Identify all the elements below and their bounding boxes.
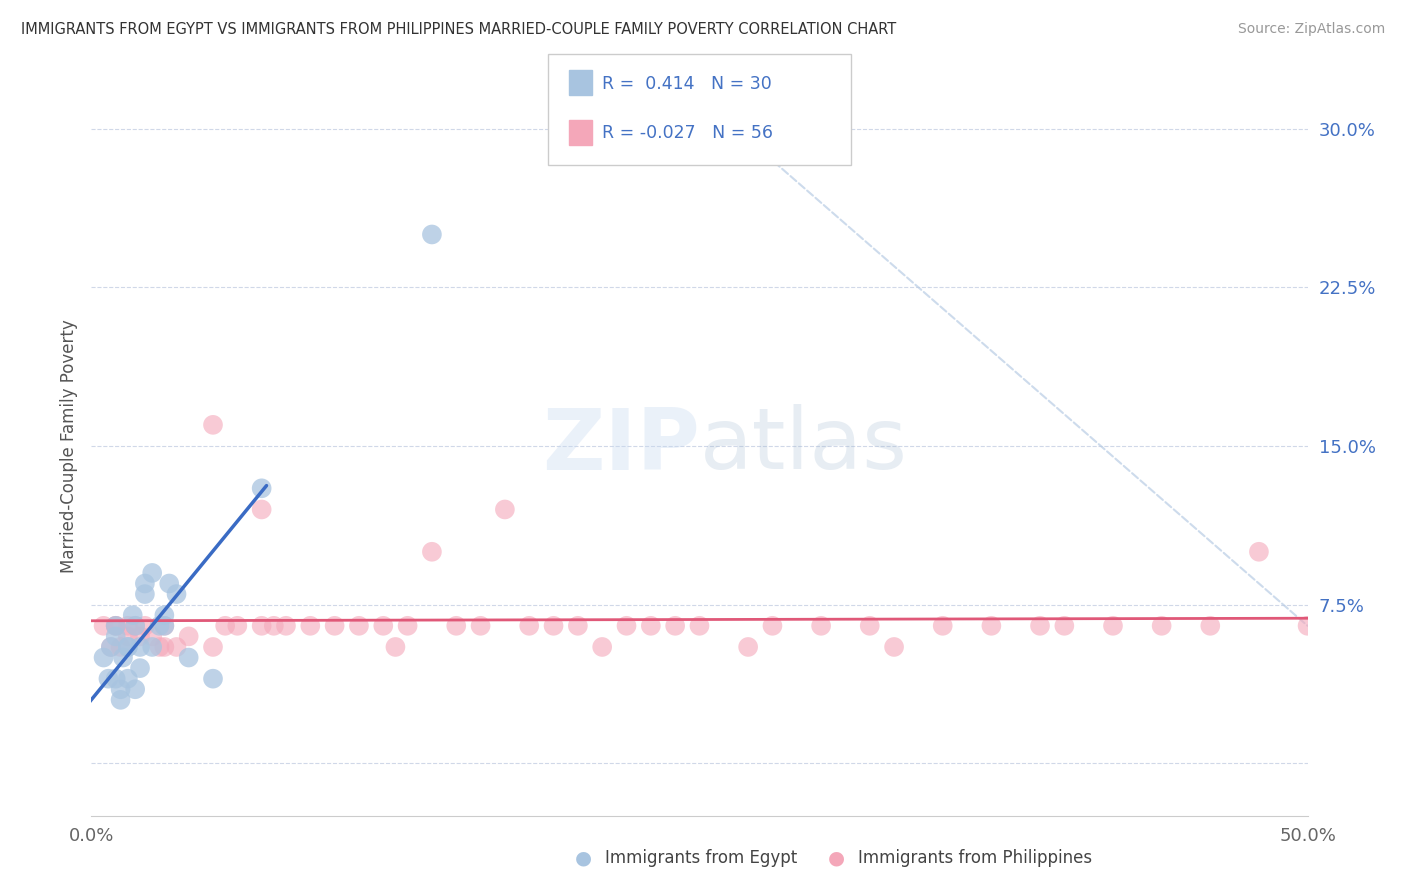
Point [373,619,395,633]
Point [124,619,146,633]
Point [567,619,589,633]
Point [591,640,613,654]
Point [640,619,662,633]
Point [980,619,1002,633]
Point [883,640,905,654]
Point [470,619,492,633]
Point [166,640,188,654]
Point [1102,619,1125,633]
Y-axis label: Married-Couple Family Poverty: Married-Couple Family Poverty [59,319,77,573]
Point [177,629,200,643]
Point [111,650,134,665]
Point [444,619,467,633]
Point [420,545,443,559]
Point [100,640,122,654]
Point [157,576,180,591]
Point [148,640,170,654]
Point [141,566,163,580]
Point [141,640,163,654]
Text: atlas: atlas [699,404,907,488]
Point [153,608,176,623]
Text: IMMIGRANTS FROM EGYPT VS IMMIGRANTS FROM PHILIPPINES MARRIED-COUPLE FAMILY POVER: IMMIGRANTS FROM EGYPT VS IMMIGRANTS FROM… [21,22,897,37]
Point [420,227,443,242]
Point [859,619,882,633]
Point [737,640,759,654]
Point [1053,619,1076,633]
Point [761,619,783,633]
Point [104,672,127,686]
Point [202,672,225,686]
Point [121,608,143,623]
Text: ●: ● [575,848,592,867]
Text: ZIP: ZIP [541,404,699,488]
Point [104,619,127,633]
Point [134,576,156,591]
Point [1029,619,1052,633]
Point [141,629,163,643]
Point [1199,619,1222,633]
Point [263,619,285,633]
Point [250,502,273,516]
Text: R = -0.027   N = 56: R = -0.027 N = 56 [602,124,773,142]
Point [104,629,127,643]
Point [616,619,638,633]
Point [931,619,953,633]
Point [396,619,419,633]
Text: Source: ZipAtlas.com: Source: ZipAtlas.com [1237,22,1385,37]
Point [124,682,146,697]
Point [1296,619,1319,633]
Point [688,619,710,633]
Point [117,619,139,633]
Point [299,619,322,633]
Text: R =  0.414   N = 30: R = 0.414 N = 30 [602,75,772,93]
Point [110,693,132,707]
Point [117,629,139,643]
Point [226,619,249,633]
Point [347,619,370,633]
Point [166,587,188,601]
Point [543,619,565,633]
Point [177,650,200,665]
Text: ●: ● [828,848,845,867]
Point [384,640,406,654]
Point [153,619,176,633]
Point [214,619,236,633]
Point [1247,545,1270,559]
Point [202,417,225,432]
Point [93,619,115,633]
Point [110,640,132,654]
Point [250,619,273,633]
Point [517,619,540,633]
Point [153,619,176,633]
Point [250,481,273,495]
Point [104,619,127,633]
Point [323,619,346,633]
Point [129,640,152,654]
Point [117,640,139,654]
Point [100,640,122,654]
Point [148,619,170,633]
Point [134,587,156,601]
Point [202,640,225,654]
Point [110,682,132,697]
Point [104,619,127,633]
Point [810,619,832,633]
Point [117,672,139,686]
Text: Immigrants from Philippines: Immigrants from Philippines [858,849,1092,867]
Point [274,619,297,633]
Point [93,650,115,665]
Point [129,629,152,643]
Point [97,672,120,686]
Point [124,619,146,633]
Point [134,619,156,633]
Point [664,619,686,633]
Point [117,640,139,654]
Point [129,661,152,675]
Point [153,640,176,654]
Point [1150,619,1173,633]
Point [494,502,516,516]
Text: Immigrants from Egypt: Immigrants from Egypt [605,849,797,867]
